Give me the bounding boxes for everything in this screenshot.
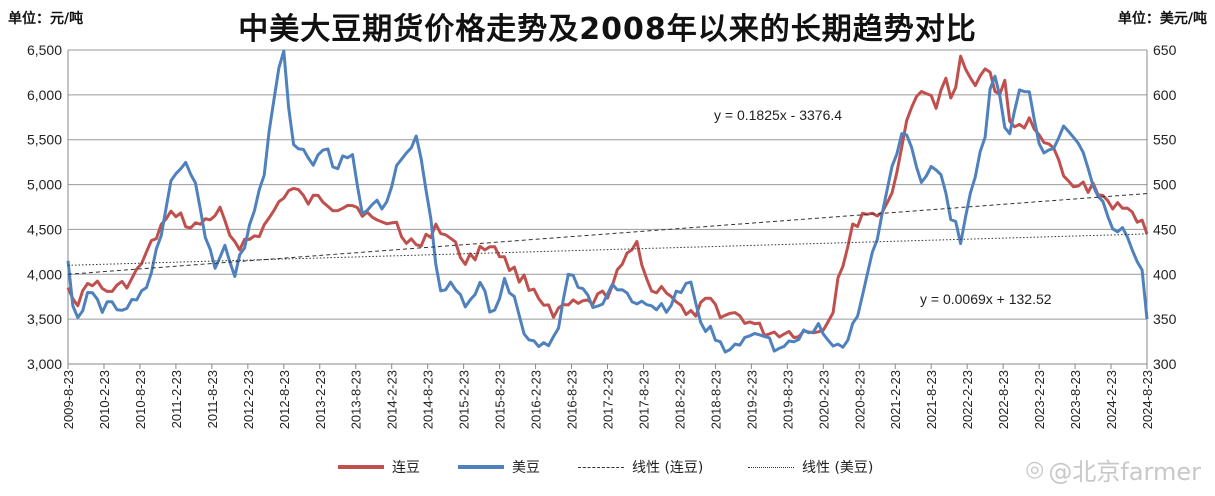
y-right-tick-label: 450 — [1153, 221, 1177, 237]
y-left-tick-label: 3,500 — [27, 311, 62, 327]
y-left-tick-label: 4,500 — [27, 221, 62, 237]
y-right-tick-label: 550 — [1153, 132, 1177, 148]
x-tick-label: 2021-8-23 — [924, 370, 939, 429]
x-tick-label: 2016-2-23 — [529, 370, 544, 429]
watermark: ◎ @北京farmer — [1025, 452, 1201, 487]
x-tick-label: 2015-2-23 — [457, 370, 472, 429]
y-right-tick-label: 600 — [1153, 87, 1177, 103]
y-right-tick-label: 650 — [1153, 42, 1177, 58]
legend-item-trend2: 线性 (美豆) — [748, 455, 873, 479]
legend-label-series2: 美豆 — [512, 460, 540, 476]
x-tick-label: 2023-2-23 — [1032, 370, 1047, 429]
x-tick-label: 2019-2-23 — [744, 370, 759, 429]
x-tick-label: 2009-8-23 — [61, 370, 76, 429]
x-tick-label: 2015-8-23 — [493, 370, 508, 429]
x-tick-label: 2017-2-23 — [601, 370, 616, 429]
trendline-2 — [67, 233, 1148, 266]
x-tick-label: 2012-2-23 — [241, 370, 256, 429]
y-left-tick-label: 5,000 — [27, 177, 62, 193]
legend-label-trend1: 线性 (连豆) — [632, 460, 704, 476]
x-tick-label: 2022-2-23 — [960, 370, 975, 429]
series-line-2 — [66, 49, 1149, 354]
y-right-tick-label: 500 — [1153, 177, 1177, 193]
watermark-text: @北京farmer — [1048, 458, 1201, 486]
legend-label-trend2: 线性 (美豆) — [802, 460, 874, 476]
y-left-tick-label: 4,000 — [27, 266, 62, 282]
x-tick-label: 2012-8-23 — [277, 370, 292, 429]
right-axis-unit: 单位：美元/吨 — [1117, 11, 1207, 27]
x-tick-label: 2017-8-23 — [636, 370, 651, 429]
y-right-tick-label: 350 — [1153, 311, 1177, 327]
chart-title: 中美大豆期货价格走势及2008年以来的长期趋势对比 — [238, 12, 977, 47]
x-tick-label: 2019-8-23 — [780, 370, 795, 429]
trendline-equation-2: y = 0.0069x + 132.52 — [920, 291, 1052, 307]
x-tick-label: 2022-8-23 — [996, 370, 1011, 429]
x-tick-label: 2011-2-23 — [169, 370, 184, 428]
x-tick-label: 2011-8-23 — [205, 370, 220, 428]
x-tick-label: 2014-2-23 — [385, 370, 400, 429]
x-tick-label: 2010-8-23 — [133, 370, 148, 429]
weibo-icon: ◎ — [1025, 457, 1045, 482]
legend-swatch-trend1 — [578, 466, 624, 468]
x-tick-label: 2013-2-23 — [313, 370, 328, 429]
y-right-tick-label: 400 — [1153, 266, 1177, 282]
x-tick-label: 2023-8-23 — [1068, 370, 1083, 429]
x-tick-label: 2021-2-23 — [888, 370, 903, 429]
legend-swatch-series1 — [338, 465, 384, 469]
x-tick-label: 2020-8-23 — [852, 370, 867, 429]
trendline-equation-1: y = 0.1825x - 3376.4 — [714, 107, 842, 123]
y-left-tick-label: 5,500 — [27, 132, 62, 148]
chart-legend: 连豆 美豆 线性 (连豆) 线性 (美豆) — [0, 455, 1215, 479]
y-left-tick-label: 6,500 — [27, 42, 62, 58]
left-axis-unit: 单位：元/吨 — [8, 11, 84, 27]
y-left-tick-label: 3,000 — [27, 356, 62, 372]
x-tick-label: 2010-2-23 — [97, 370, 112, 429]
legend-swatch-trend2 — [748, 466, 794, 468]
x-tick-label: 2018-8-23 — [708, 370, 723, 429]
x-tick-label: 2018-2-23 — [672, 370, 687, 429]
legend-item-trend1: 线性 (连豆) — [578, 455, 703, 479]
trendline-1 — [67, 193, 1148, 275]
y-right-tick-label: 300 — [1153, 356, 1177, 372]
legend-item-series2: 美豆 — [458, 455, 540, 479]
x-tick-label: 2013-8-23 — [349, 370, 364, 429]
x-tick-label: 2024-2-23 — [1104, 370, 1119, 429]
legend-swatch-series2 — [458, 465, 504, 469]
x-tick-label: 2024-8-23 — [1140, 370, 1155, 429]
x-tick-label: 2014-8-23 — [421, 370, 436, 429]
x-tick-label: 2020-2-23 — [816, 370, 831, 429]
y-left-tick-label: 6,000 — [27, 87, 62, 103]
legend-label-series1: 连豆 — [392, 460, 420, 476]
x-tick-label: 2016-8-23 — [565, 370, 580, 429]
legend-item-series1: 连豆 — [338, 455, 420, 479]
